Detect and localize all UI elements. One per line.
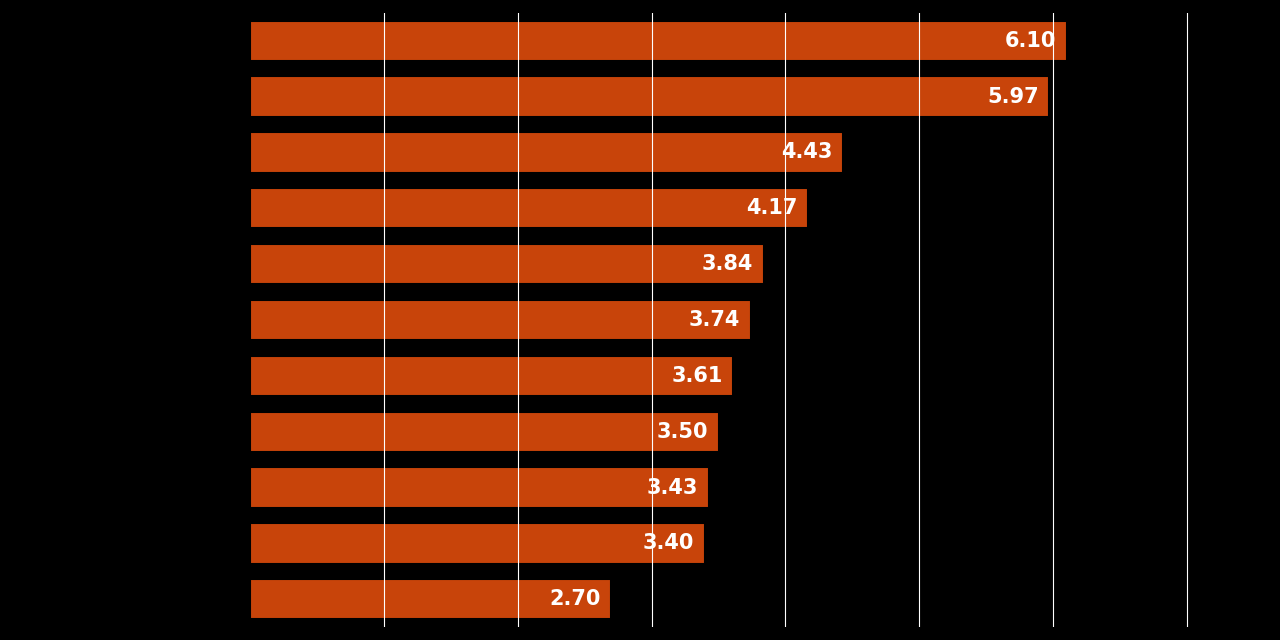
Text: 6.10: 6.10: [1005, 31, 1056, 51]
Bar: [250, 412, 718, 452]
Bar: [250, 300, 750, 340]
Bar: [250, 76, 1050, 116]
Bar: [250, 356, 733, 396]
Text: 3.61: 3.61: [671, 366, 722, 386]
Text: 3.50: 3.50: [657, 422, 708, 442]
Text: 2.70: 2.70: [549, 589, 600, 609]
Text: 3.84: 3.84: [701, 254, 754, 274]
Text: 5.97: 5.97: [987, 86, 1038, 107]
Bar: [250, 188, 808, 228]
Bar: [250, 524, 705, 564]
Text: 4.17: 4.17: [746, 198, 797, 218]
Bar: [250, 244, 764, 284]
Bar: [250, 132, 844, 173]
Text: 3.40: 3.40: [643, 533, 694, 554]
Text: 3.43: 3.43: [646, 477, 699, 497]
Bar: [250, 20, 1066, 61]
Text: 3.74: 3.74: [689, 310, 740, 330]
Bar: [250, 467, 709, 508]
Text: 4.43: 4.43: [781, 143, 832, 163]
Bar: [250, 579, 612, 620]
